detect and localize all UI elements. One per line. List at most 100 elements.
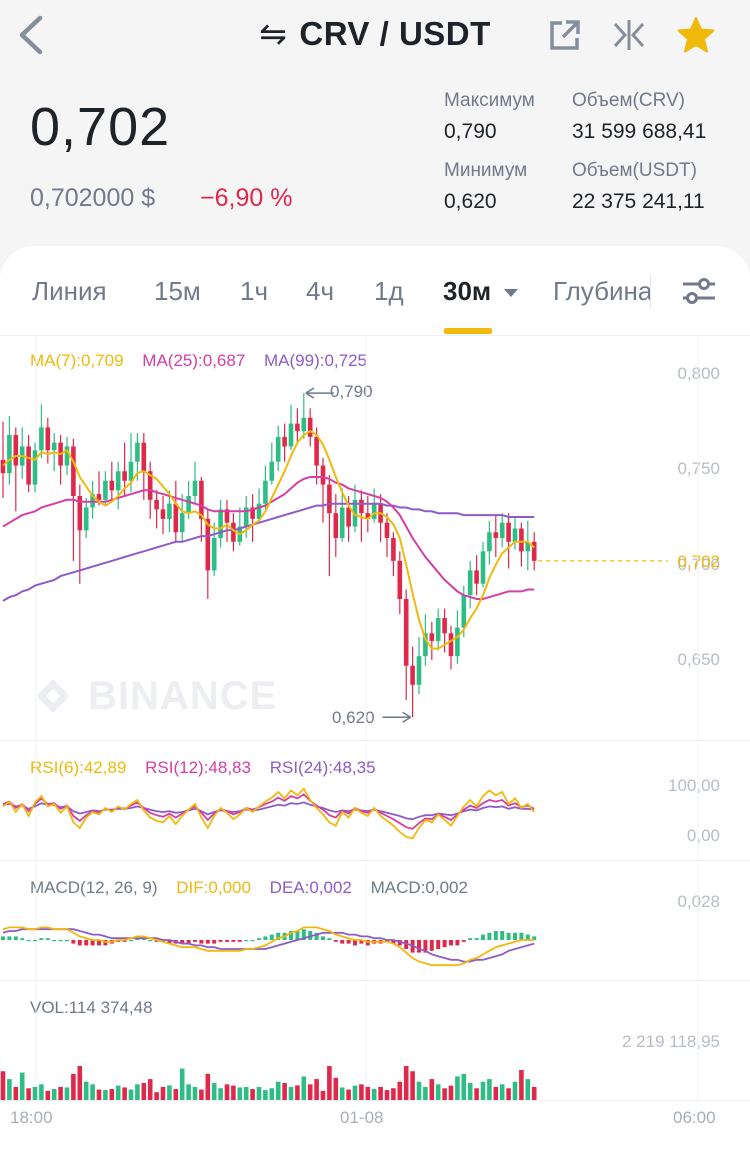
tab-1h[interactable]: 1ч	[240, 276, 269, 306]
candle-body	[160, 509, 166, 519]
macd-histogram-bar	[186, 940, 191, 944]
macd-histogram-bar	[314, 932, 319, 940]
tab-15m[interactable]: 15м	[154, 276, 201, 306]
divider	[0, 980, 750, 981]
volume-bar	[32, 1086, 38, 1100]
divider	[0, 860, 750, 861]
macd-histogram-bar	[1, 936, 5, 940]
rsi6-value: RSI(6):42,89	[30, 758, 127, 777]
candle-body	[26, 446, 31, 485]
volume-bar	[147, 1079, 153, 1100]
volume-bar	[371, 1089, 377, 1100]
volume-bar	[0, 1071, 6, 1100]
candle-body	[173, 503, 179, 533]
price-tick: 0,650	[677, 650, 720, 669]
candle-body	[32, 450, 38, 485]
volume-bar	[90, 1084, 95, 1100]
low-annotation: 0,620	[332, 708, 375, 727]
volume-bar	[243, 1086, 249, 1100]
macd-histogram-bar	[301, 929, 306, 940]
macd-histogram-bar	[500, 931, 505, 940]
active-tab-indicator	[444, 328, 492, 334]
volume-bar	[250, 1089, 255, 1100]
candle-body	[455, 627, 460, 657]
macd-histogram-bar	[321, 936, 325, 940]
macd-histogram-bar	[212, 940, 217, 944]
macd-histogram-bar	[263, 936, 268, 940]
candle-body	[499, 522, 505, 538]
swap-arrows-icon[interactable]: ⇋	[259, 15, 288, 52]
tab-30m[interactable]: 30м	[443, 276, 520, 307]
low-arrow	[382, 711, 411, 723]
rsi24-line	[2, 801, 535, 821]
volume-bar	[199, 1089, 204, 1100]
volume-bar	[237, 1087, 243, 1100]
pair-title[interactable]: ⇋ CRV / USDT	[0, 14, 750, 53]
volume-bar	[58, 1086, 63, 1100]
macd-histogram-bar	[231, 940, 236, 942]
binance-logo-icon	[37, 679, 69, 714]
macd-value: MACD:0,002	[370, 878, 468, 897]
candle-body	[384, 522, 390, 538]
volume-bar	[531, 1086, 537, 1100]
volume-bar	[442, 1088, 447, 1100]
tab-line[interactable]: Линия	[32, 276, 107, 306]
macd-histogram-bar	[474, 938, 479, 940]
chevron-left-icon[interactable]	[14, 12, 48, 58]
macd-histogram-bar	[218, 940, 223, 942]
candle-body	[115, 471, 121, 491]
macd-histogram-bar	[493, 931, 498, 940]
tab-depth[interactable]: Глубина	[553, 276, 650, 306]
volume-bar	[13, 1086, 19, 1100]
watermark-text: BINANCE	[88, 673, 278, 718]
macd-name: MACD(12, 26, 9)	[30, 878, 158, 897]
price-tick: 0,800	[677, 364, 720, 383]
time-tick: 06:00	[673, 1108, 716, 1127]
sliders-icon[interactable]	[680, 276, 718, 306]
macd-histogram-bar	[455, 940, 460, 946]
macd-histogram-bar	[461, 940, 466, 942]
macd-histogram-bar	[7, 936, 12, 940]
macd-histogram-bar	[442, 940, 447, 948]
volume-bar	[467, 1083, 473, 1100]
volume-bar	[71, 1073, 76, 1100]
candle-body	[186, 496, 191, 514]
macd-histogram-bar	[519, 932, 524, 940]
macd-histogram-bar	[13, 936, 18, 940]
candle-body	[179, 513, 185, 533]
macd-histogram-bar	[45, 938, 50, 940]
volume-bar	[205, 1073, 211, 1100]
volume-bar	[429, 1079, 435, 1100]
dea-value: DEA:0,002	[269, 878, 352, 897]
candle-body	[403, 598, 409, 666]
candle-body	[282, 436, 287, 447]
volume-bar	[320, 1090, 326, 1100]
volume-base-label: Объем(CRV)	[572, 90, 685, 111]
tab-1d[interactable]: 1д	[374, 276, 404, 306]
macd-histogram-bar	[436, 940, 441, 949]
volume-bar	[224, 1084, 230, 1100]
volume-bar	[135, 1084, 140, 1100]
volume-bar	[103, 1090, 108, 1100]
macd-histogram-bar	[391, 940, 396, 944]
share-external-icon[interactable]	[546, 16, 584, 54]
tab-4h[interactable]: 4ч	[306, 276, 335, 306]
star-icon[interactable]	[677, 16, 715, 54]
macd-histogram-bar	[417, 940, 421, 953]
rsi-legend: RSI(6):42,89 RSI(12):48,83 RSI(24):48,35	[30, 758, 390, 778]
macd-histogram-bar	[513, 932, 517, 940]
macd-histogram-bar	[52, 940, 57, 942]
volume-bar	[339, 1087, 345, 1100]
volume-bar	[186, 1084, 191, 1100]
tabs-separator	[650, 274, 651, 308]
candle-body	[103, 480, 108, 500]
chart-panel: Линия 15м 1ч 4ч 1д 30м Глубина	[0, 246, 750, 1152]
volume-bar	[435, 1084, 441, 1100]
candle-body	[243, 507, 249, 527]
compare-icon[interactable]	[610, 16, 648, 54]
candle-body	[416, 656, 422, 685]
macd-histogram-bar	[359, 940, 364, 944]
volume-bar	[231, 1085, 236, 1100]
candle-body	[359, 499, 364, 514]
